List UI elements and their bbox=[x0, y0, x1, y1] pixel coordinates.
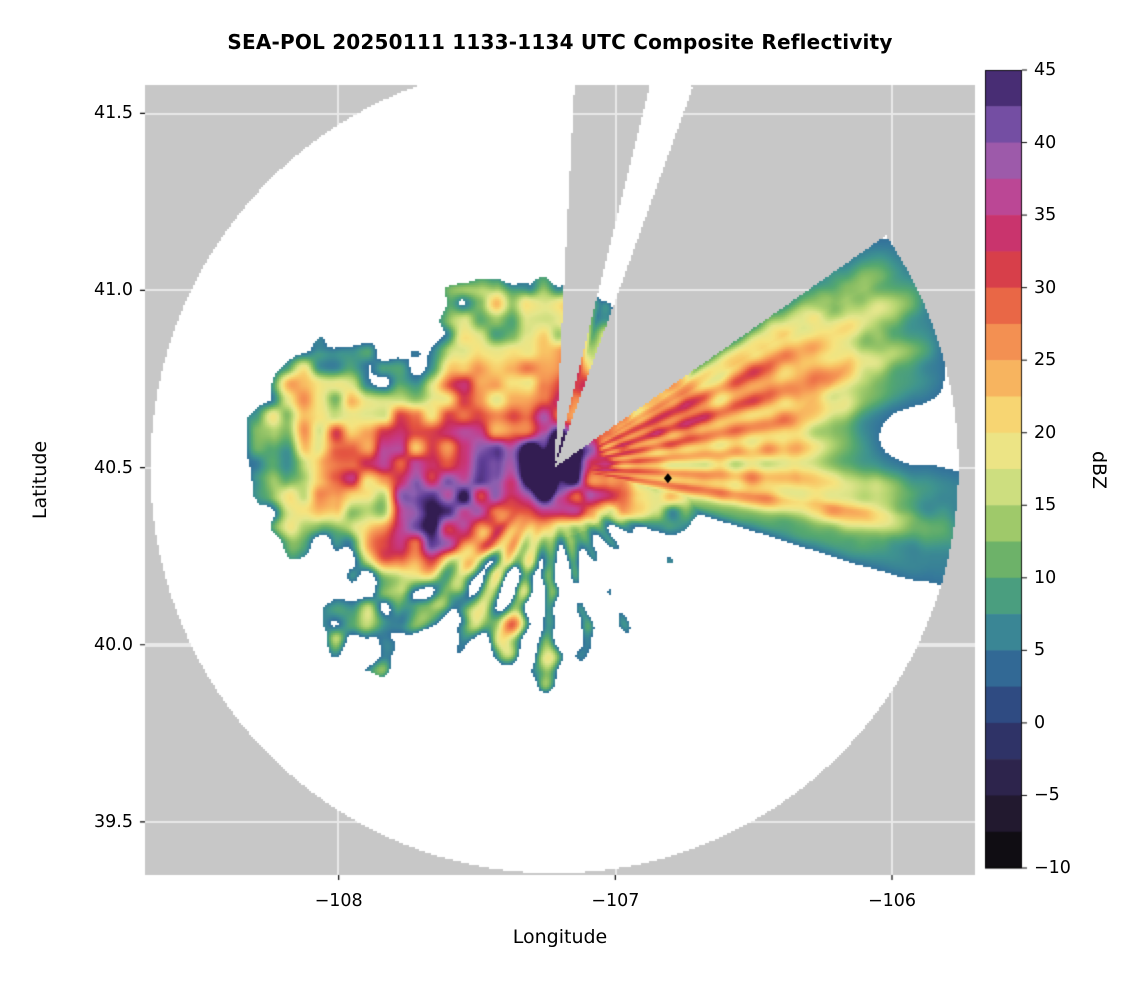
colorbar-label: dBZ bbox=[1088, 450, 1110, 490]
colorbar-tick-label: 10 bbox=[1034, 567, 1057, 588]
x-tick-label: −106 bbox=[867, 891, 917, 911]
colorbar-tick-label: −10 bbox=[1034, 858, 1071, 878]
colorbar-tick-label: 35 bbox=[1034, 205, 1057, 226]
y-tick-label: 41.0 bbox=[94, 280, 133, 301]
colorbar-tick-label: 15 bbox=[1034, 495, 1057, 516]
chart-title: SEA-POL 20250111 1133-1134 UTC Composite… bbox=[227, 30, 893, 54]
colorbar-tick-label: 5 bbox=[1034, 640, 1046, 661]
colorbar-tick-label: 40 bbox=[1034, 132, 1057, 153]
y-tick-label: 39.5 bbox=[94, 811, 133, 832]
y-tick-label: 41.5 bbox=[94, 103, 133, 124]
y-tick-label: 40.0 bbox=[94, 634, 133, 655]
colorbar-tick-label: 25 bbox=[1034, 350, 1057, 371]
x-tick-label: −107 bbox=[591, 891, 640, 911]
y-tick-label: 40.5 bbox=[94, 457, 133, 478]
colorbar-tick-label: 0 bbox=[1034, 712, 1046, 733]
colorbar-tick-label: 20 bbox=[1034, 422, 1057, 443]
y-axis-label: Latitude bbox=[29, 440, 51, 520]
colorbar-tick-label: 45 bbox=[1034, 60, 1057, 80]
colorbar-tick-label: 30 bbox=[1034, 277, 1057, 298]
colorbar-tick-label: −5 bbox=[1034, 785, 1060, 806]
x-axis-label: Longitude bbox=[512, 926, 608, 948]
x-tick-label: −108 bbox=[314, 891, 363, 911]
